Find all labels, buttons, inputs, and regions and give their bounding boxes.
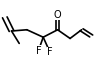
Text: F: F: [47, 47, 53, 57]
Text: F: F: [36, 46, 41, 56]
Text: O: O: [54, 10, 61, 20]
